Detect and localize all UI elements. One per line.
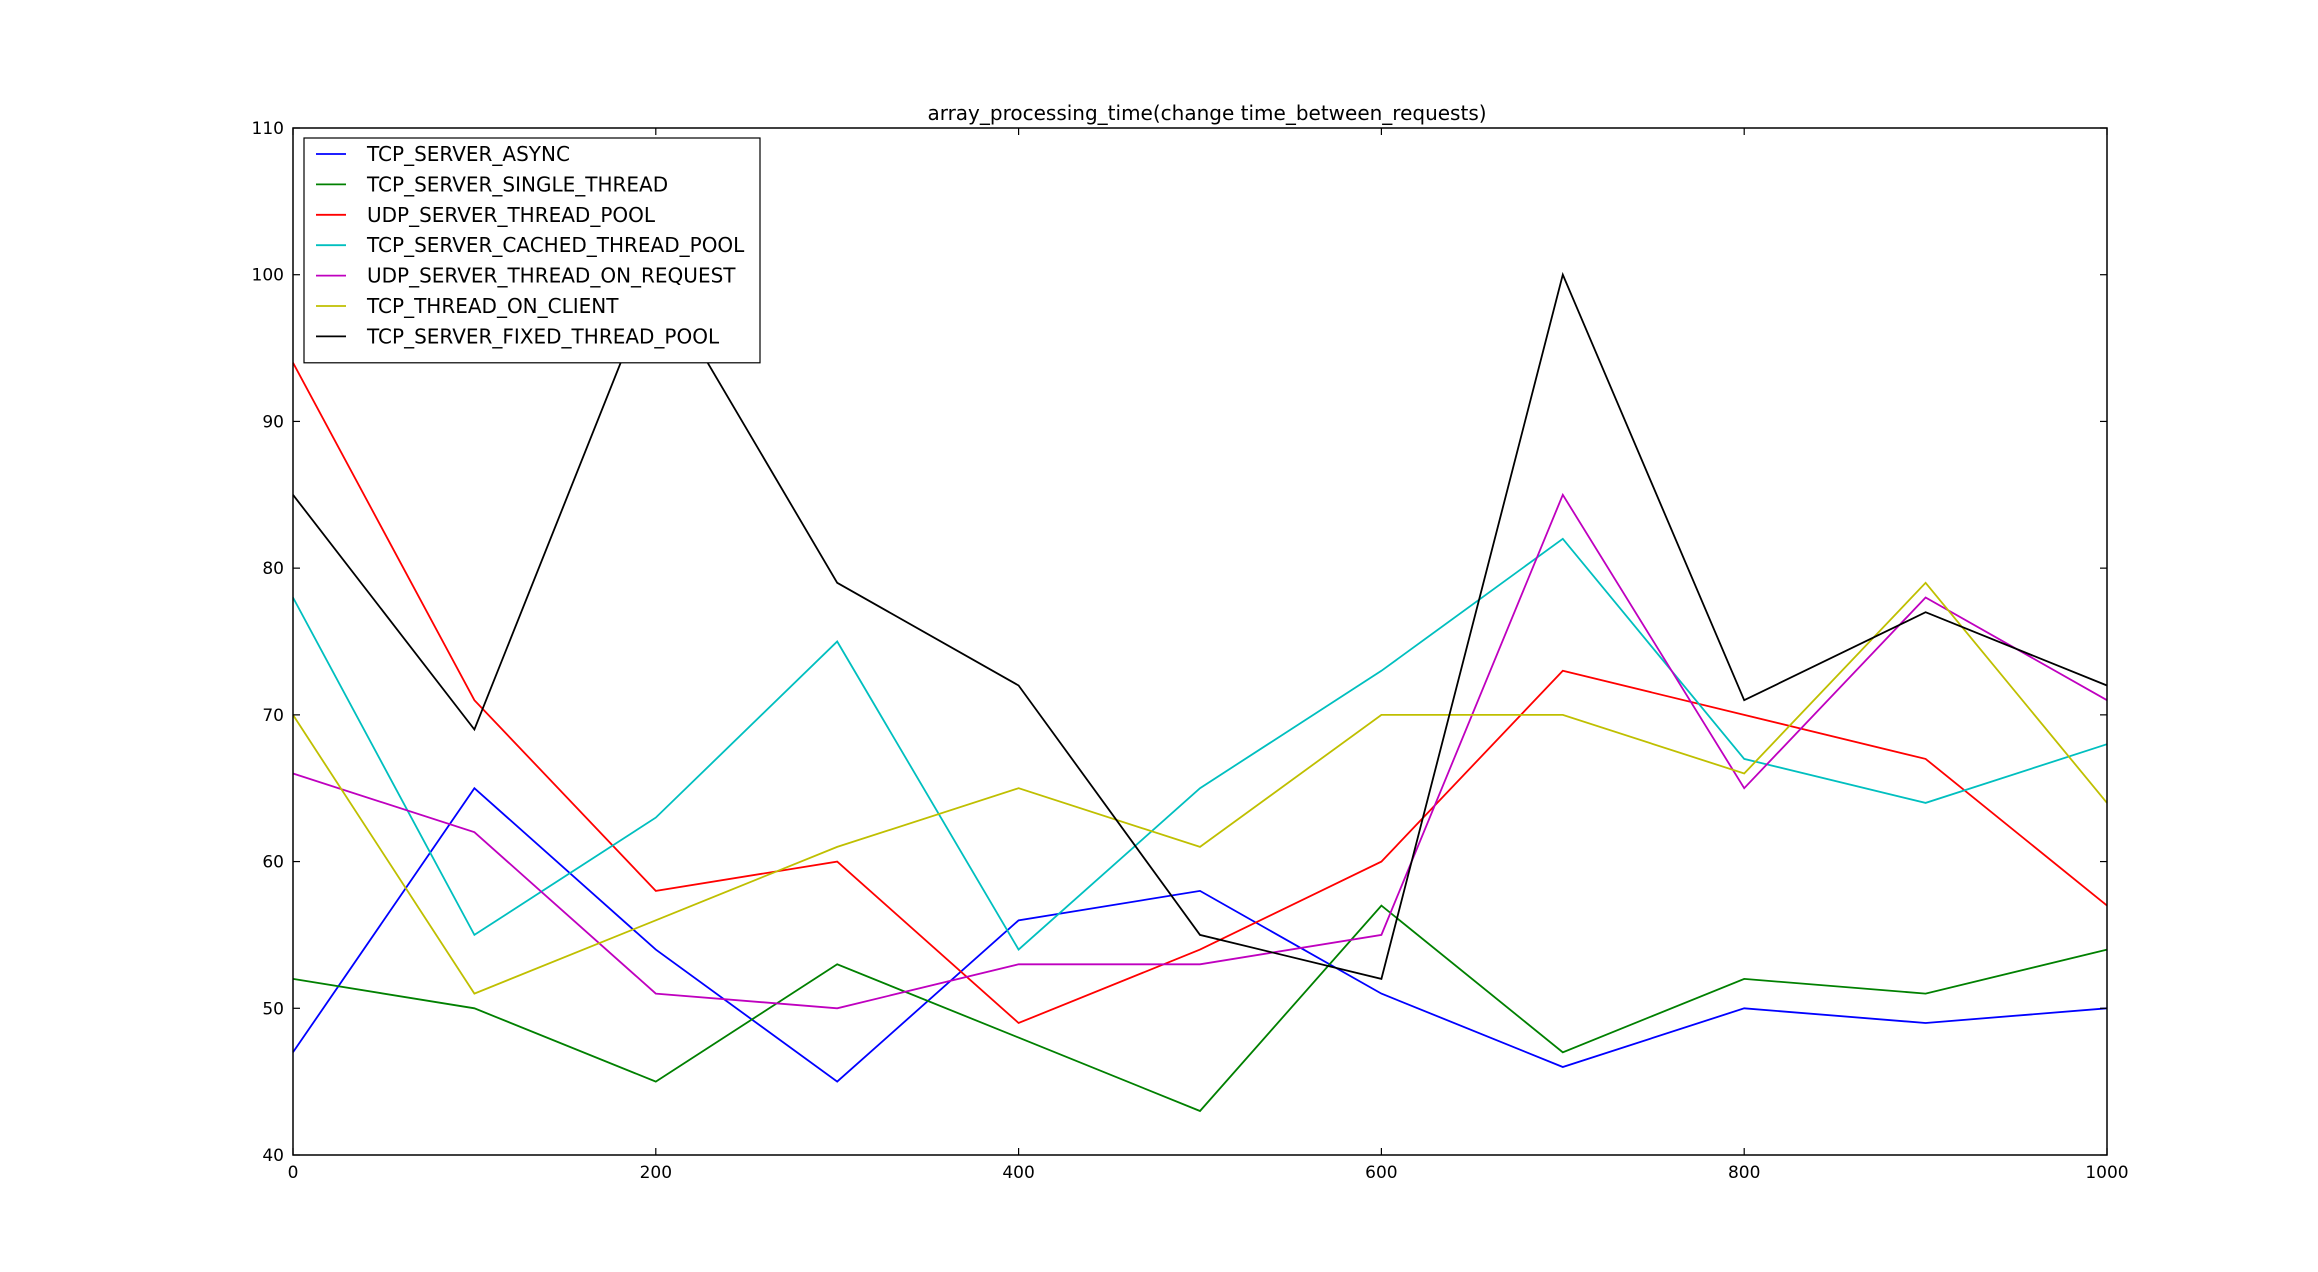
tick-layer: 0 200 400 600 800 1000 40 50 60 70 80 90 100 110 <box>252 119 2129 1183</box>
x-tick-label: 800 <box>1728 1163 1760 1183</box>
chart-title: array_processing_time(change time_betwee… <box>927 101 1486 125</box>
y-tick-label: 50 <box>262 999 284 1019</box>
y-tick-label: 70 <box>262 706 284 726</box>
x-tick-label: 0 <box>288 1163 299 1183</box>
y-tick-label: 40 <box>262 1146 284 1166</box>
y-tick-label: 110 <box>252 119 284 139</box>
series-line-udp-server-thread-pool <box>292 362 2108 1025</box>
series-line-tcp-server-async <box>292 786 2108 1083</box>
legend-label: TCP_SERVER_ASYNC <box>366 142 570 166</box>
series-line-tcp-server-single-thread <box>292 904 2108 1113</box>
legend-box <box>303 137 761 364</box>
series-line-tcp-server-cached-thread-pool <box>292 537 2108 952</box>
series-line-tcp-server-fixed-thread-pool <box>292 271 2108 980</box>
legend-label: TCP_SERVER_CACHED_THREAD_POOL <box>366 233 745 257</box>
series-layer <box>292 271 2108 1113</box>
legend-label: TCP_SERVER_SINGLE_THREAD <box>366 172 668 196</box>
y-tick-label: 100 <box>252 266 284 286</box>
legend-label: TCP_THREAD_ON_CLIENT <box>366 294 619 318</box>
plot-frame <box>292 127 2108 1156</box>
x-tick-label: 400 <box>1002 1163 1034 1183</box>
y-tick-label: 60 <box>262 853 284 873</box>
series-line-udp-server-thread-on-request <box>292 492 2108 1010</box>
x-tick-label: 200 <box>640 1163 672 1183</box>
legend-label: UDP_SERVER_THREAD_ON_REQUEST <box>367 264 736 288</box>
legend-label: TCP_SERVER_FIXED_THREAD_POOL <box>366 324 720 348</box>
x-tick-label: 1000 <box>2085 1163 2128 1183</box>
legend: TCP_SERVER_ASYNC TCP_SERVER_SINGLE_THREAD… <box>303 137 761 364</box>
y-tick-label: 90 <box>262 412 284 432</box>
x-tick-label: 600 <box>1365 1163 1397 1183</box>
legend-label: UDP_SERVER_THREAD_POOL <box>367 203 656 227</box>
y-tick-label: 80 <box>262 559 284 579</box>
series-line-tcp-thread-on-client <box>292 581 2108 995</box>
